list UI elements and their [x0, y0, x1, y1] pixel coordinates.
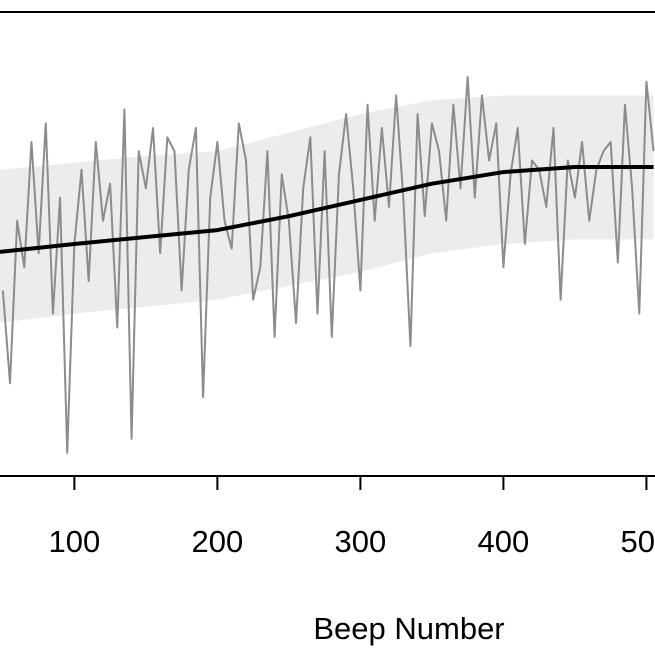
x-tick-label: 300: [335, 524, 387, 559]
trend-line: [0, 164, 654, 254]
x-tick-label: 200: [192, 524, 244, 559]
x-tick-label: 500: [621, 524, 655, 559]
x-axis-label: Beep Number: [313, 611, 504, 646]
x-tick-label: 100: [48, 524, 100, 559]
data-line: [1, 75, 655, 454]
x-tick-label: 400: [478, 524, 530, 559]
